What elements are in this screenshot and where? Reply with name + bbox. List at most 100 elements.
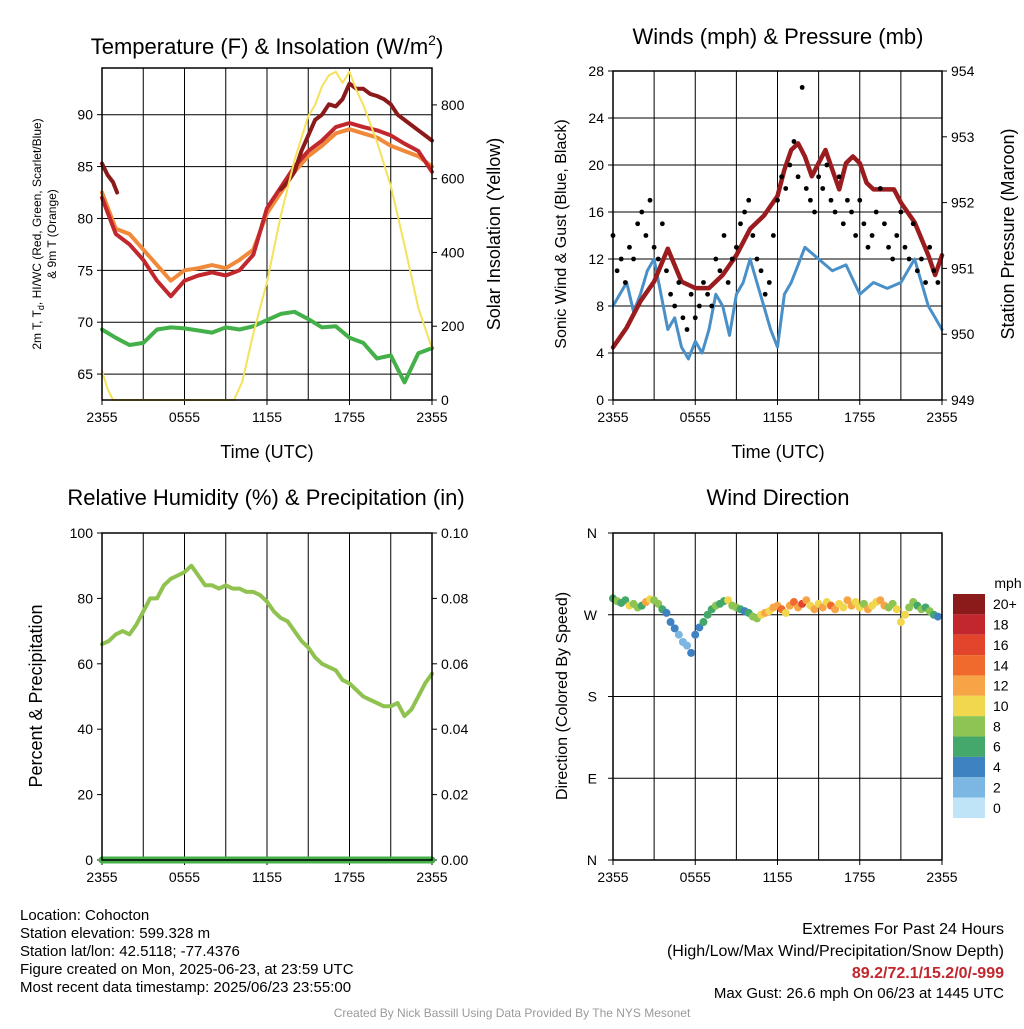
colorbar-swatch: [953, 756, 985, 778]
wind-ylabel-left: Sonic Wind & Gust (Blue, Black): [553, 119, 570, 348]
x-tick-label: 1755: [844, 409, 875, 425]
colorbar-label: 4: [993, 759, 1001, 775]
colorbar-title: mph: [994, 575, 1021, 591]
series-td: [100, 309, 434, 385]
gust-point: [890, 256, 896, 262]
y-tick-label-right: 800: [441, 97, 465, 113]
credit-line: Created By Nick Bassill Using Data Provi…: [333, 1006, 691, 1020]
rh-ylabel-left: Percent & Precipitation: [26, 604, 46, 787]
figure-created: Figure created on Mon, 2025-06-23, at 23…: [20, 961, 354, 978]
gust-point: [622, 280, 628, 285]
x-tick-label: 1155: [252, 869, 282, 885]
gust-point: [845, 197, 850, 203]
x-tick-label: 1155: [762, 409, 792, 425]
gust-point: [713, 256, 719, 262]
gust-point: [709, 303, 715, 309]
gust-point: [882, 221, 887, 227]
extremes-title: Extremes For Past 24 Hours: [802, 921, 1004, 938]
colorbar-swatch: [953, 777, 985, 798]
direction-point: [810, 605, 819, 614]
direction-point: [666, 618, 675, 627]
gust-point: [696, 303, 702, 309]
y-tick-label-right: 0.02: [441, 787, 468, 803]
gust-point: [643, 233, 649, 238]
y-tick-label-left: 40: [77, 721, 93, 737]
gust-point: [828, 197, 834, 203]
gust-point: [902, 244, 908, 250]
y-tick-label-left: 65: [77, 366, 93, 382]
gust-point: [853, 233, 859, 238]
colorbar-label: 2: [993, 779, 1001, 795]
direction-point: [933, 612, 942, 621]
x-tick-label: 0555: [169, 869, 200, 885]
dir-panel-title: Wind Direction: [706, 485, 849, 510]
x-tick-label: 1155: [762, 869, 792, 885]
y-tick-label-left: 0: [596, 392, 604, 408]
y-tick-label-left: 20: [588, 157, 604, 173]
direction-point: [843, 596, 852, 605]
y-tick-label-left: 60: [77, 656, 93, 672]
gust-point: [721, 233, 727, 238]
gust-point: [659, 221, 665, 227]
temp-ylabel-part2: , HI/WC (Red, Green, Scarlet/Blue): [30, 118, 44, 305]
gust-point: [795, 174, 801, 180]
colorbar-label: 14: [993, 657, 1009, 673]
y-tick-label-right: 954: [951, 63, 975, 79]
gust-point: [820, 186, 826, 191]
direction-point: [654, 599, 663, 608]
y-tick-label-left: 12: [588, 251, 604, 267]
direction-point: [859, 599, 868, 608]
gust-point: [906, 256, 912, 262]
gust-point: [840, 221, 846, 227]
direction-point: [687, 648, 696, 657]
wind-panel: 2355 0555 1155 1755 235504812162024289499509…: [588, 63, 974, 425]
gust-point: [655, 256, 661, 262]
direction-point: [892, 605, 901, 614]
gust-point: [758, 268, 764, 274]
x-tick-label: 2355: [926, 869, 957, 885]
y-tick-label-right: 950: [951, 326, 975, 342]
x-tick-label: 2355: [926, 409, 957, 425]
y-tick-label-left: 80: [77, 210, 93, 226]
temp-ylabel-left-line2: & 9m T (Orange): [45, 189, 59, 279]
gust-point: [762, 291, 768, 297]
y-tick-label-left: 80: [77, 590, 93, 606]
gust-point: [684, 327, 690, 332]
gust-point: [927, 244, 933, 250]
wind-ylabel-right: Station Pressure (Maroon): [998, 128, 1018, 339]
colorbar-swatch: [953, 634, 985, 656]
wind-speed-colorbar: 20+ 18 16 14 12 10 8 6 4 2 0: [953, 594, 1017, 818]
direction-point: [888, 599, 897, 608]
y-tick-label-right: 0.10: [441, 525, 468, 541]
gust-point: [754, 256, 760, 262]
temp-ylabel-right: Solar Insolation (Yellow): [484, 138, 504, 330]
direction-point: [896, 618, 905, 627]
temp-panel-title: Temperature (F) & Insolation (W/m2): [91, 32, 444, 59]
gust-point: [886, 244, 891, 250]
y-tick-label-right: 0.06: [441, 656, 468, 672]
gust-point: [873, 209, 879, 215]
y-tick-label-right: 400: [441, 244, 465, 260]
y-tick-label-right: 949: [951, 392, 975, 408]
plot-frame: [612, 70, 943, 401]
gust-point: [869, 233, 875, 238]
plot-frame: [101, 532, 433, 861]
gust-point: [627, 244, 632, 250]
temp-xlabel: Time (UTC): [220, 442, 313, 462]
gust-point: [705, 291, 710, 297]
gust-point: [832, 209, 838, 215]
series-t2m: [100, 121, 434, 299]
x-tick-label: 0555: [680, 409, 711, 425]
colorbar-swatch: [953, 716, 985, 737]
gust-point: [865, 244, 871, 250]
direction-point: [851, 598, 860, 607]
direction-point: [781, 608, 790, 617]
temperature-panel: 2355 0555 1155 1755 2355 65 70 75 80 85 90 0 200 400 6…: [77, 67, 465, 425]
gust-point: [770, 233, 776, 238]
colorbar-label: 20+: [993, 596, 1017, 612]
gust-point: [676, 280, 682, 285]
temp-ylabel-part1: 2m T, T: [30, 309, 44, 349]
gust-point: [746, 197, 752, 203]
colorbar-label: 0: [993, 800, 1001, 816]
